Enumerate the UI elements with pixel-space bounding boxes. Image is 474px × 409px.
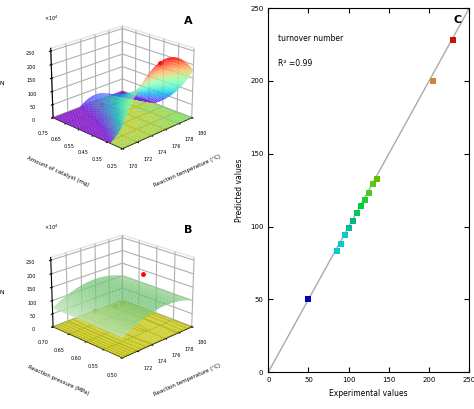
- Text: $\times10^4$: $\times10^4$: [45, 13, 59, 23]
- Y-axis label: Reaction pressure (MPa): Reaction pressure (MPa): [27, 364, 89, 396]
- Point: [349, 218, 356, 224]
- Point: [369, 181, 376, 188]
- Text: A: A: [184, 16, 192, 26]
- Point: [373, 175, 381, 182]
- Text: C: C: [453, 16, 461, 25]
- Y-axis label: Predicted values: Predicted values: [236, 158, 245, 222]
- X-axis label: Reaction temperature (°C): Reaction temperature (°C): [153, 363, 221, 397]
- Point: [333, 248, 340, 255]
- Point: [345, 225, 353, 231]
- Point: [357, 203, 365, 209]
- Point: [365, 190, 373, 196]
- Point: [337, 241, 345, 247]
- Text: turnover number: turnover number: [278, 34, 344, 43]
- X-axis label: Experimental values: Experimental values: [329, 389, 408, 398]
- Y-axis label: Amount of catalyst (mg): Amount of catalyst (mg): [26, 155, 90, 187]
- Point: [341, 232, 348, 238]
- Text: $\times10^4$: $\times10^4$: [45, 222, 59, 232]
- Point: [353, 210, 361, 217]
- X-axis label: Reaction temperature (°C): Reaction temperature (°C): [153, 154, 221, 188]
- Point: [305, 296, 312, 303]
- Text: B: B: [184, 225, 192, 235]
- Point: [429, 78, 437, 84]
- Point: [361, 197, 369, 204]
- Text: R² =0.99: R² =0.99: [278, 59, 312, 68]
- Point: [449, 37, 457, 43]
